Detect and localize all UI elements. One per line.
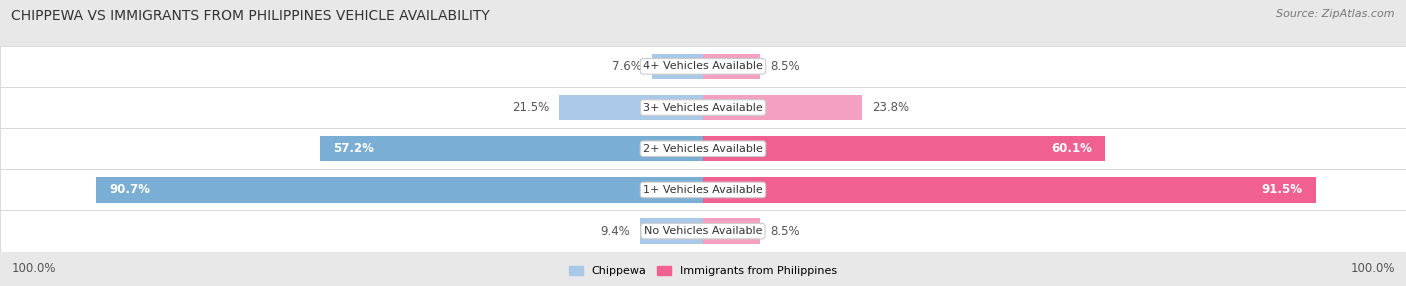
Text: 23.8%: 23.8% xyxy=(872,101,910,114)
Text: Source: ZipAtlas.com: Source: ZipAtlas.com xyxy=(1277,9,1395,19)
Text: 57.2%: 57.2% xyxy=(333,142,374,155)
Text: 21.5%: 21.5% xyxy=(512,101,548,114)
Bar xyxy=(652,53,703,79)
Bar xyxy=(703,136,1105,162)
Bar xyxy=(0,210,1406,252)
Text: 90.7%: 90.7% xyxy=(110,183,150,196)
Bar xyxy=(640,218,703,244)
Bar xyxy=(703,95,862,120)
Text: 8.5%: 8.5% xyxy=(770,225,800,238)
Text: CHIPPEWA VS IMMIGRANTS FROM PHILIPPINES VEHICLE AVAILABILITY: CHIPPEWA VS IMMIGRANTS FROM PHILIPPINES … xyxy=(11,9,491,23)
Bar xyxy=(0,87,1406,128)
Text: 3+ Vehicles Available: 3+ Vehicles Available xyxy=(643,103,763,112)
Text: 1+ Vehicles Available: 1+ Vehicles Available xyxy=(643,185,763,195)
Text: 91.5%: 91.5% xyxy=(1261,183,1302,196)
Text: 60.1%: 60.1% xyxy=(1052,142,1092,155)
Text: 100.0%: 100.0% xyxy=(11,262,56,275)
Text: 2+ Vehicles Available: 2+ Vehicles Available xyxy=(643,144,763,154)
Bar xyxy=(96,177,703,203)
Bar xyxy=(703,177,1316,203)
Text: No Vehicles Available: No Vehicles Available xyxy=(644,226,762,236)
Text: 7.6%: 7.6% xyxy=(612,60,643,73)
Bar xyxy=(703,218,759,244)
Bar xyxy=(0,169,1406,210)
Bar xyxy=(321,136,703,162)
Text: 4+ Vehicles Available: 4+ Vehicles Available xyxy=(643,61,763,71)
Text: 100.0%: 100.0% xyxy=(1350,262,1395,275)
Legend: Chippewa, Immigrants from Philippines: Chippewa, Immigrants from Philippines xyxy=(565,261,841,281)
Bar xyxy=(560,95,703,120)
Text: 9.4%: 9.4% xyxy=(600,225,630,238)
Text: 8.5%: 8.5% xyxy=(770,60,800,73)
Bar xyxy=(0,46,1406,87)
Bar xyxy=(0,128,1406,169)
Bar xyxy=(703,53,759,79)
